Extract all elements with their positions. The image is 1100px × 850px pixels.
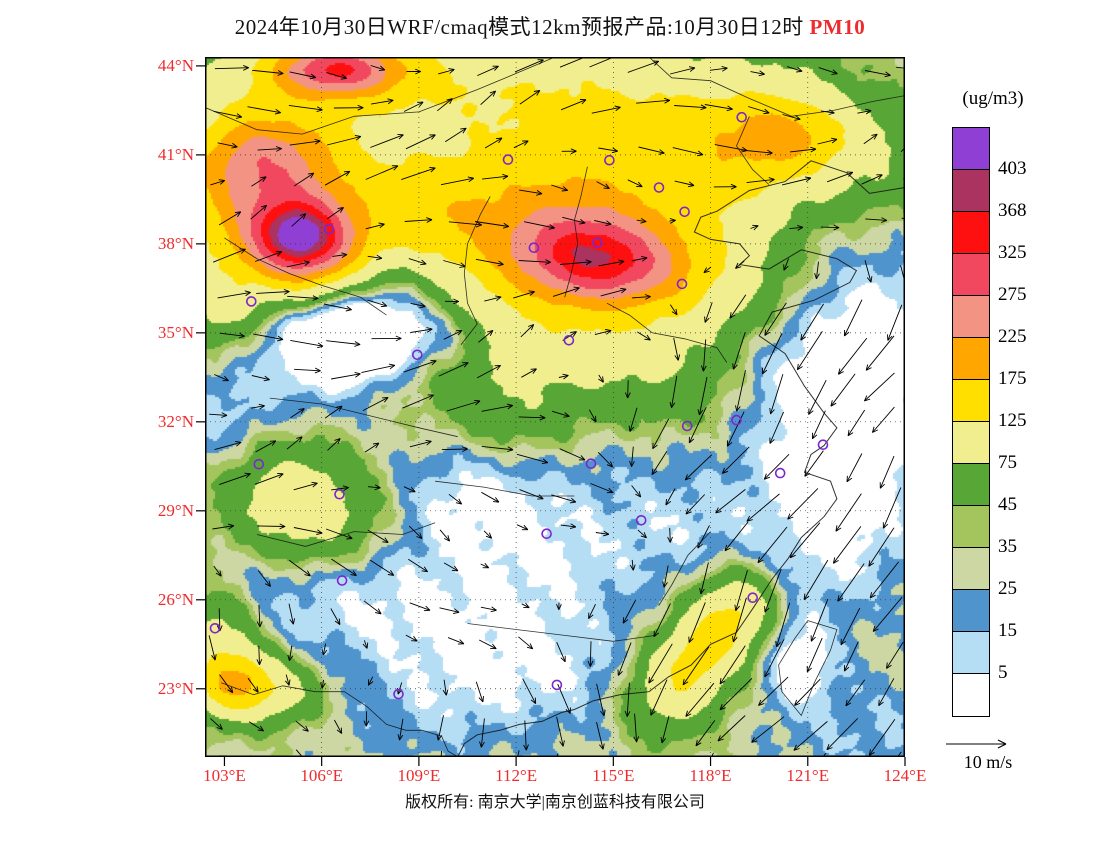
station-marker (747, 592, 759, 604)
colorbar-tick-label: 325 (998, 242, 1027, 263)
colorbar-cell (953, 296, 989, 338)
lat-tick-label: 35°N (157, 322, 194, 342)
colorbar-tick-label: 368 (998, 200, 1027, 221)
city-station-markers (209, 111, 829, 700)
taiwan-outline (778, 620, 838, 717)
colorbar-cell (953, 128, 989, 170)
station-marker (731, 414, 742, 426)
station-marker (245, 296, 257, 307)
colorbar-tick-label: 125 (998, 410, 1027, 431)
colorbar-cell (953, 254, 989, 296)
wind-ref-label: 10 m/s (963, 752, 1013, 772)
lon-tick-label: 115°E (592, 766, 635, 785)
colorbar-tick-label: 225 (998, 326, 1027, 347)
colorbar-tick-label: 175 (998, 368, 1027, 389)
station-marker (336, 575, 348, 586)
colorbar-cell (953, 506, 989, 548)
station-marker (528, 242, 540, 253)
station-marker (334, 488, 345, 500)
station-marker (679, 206, 690, 218)
coastline (457, 160, 905, 757)
station-marker (209, 622, 221, 634)
station-marker (412, 349, 423, 361)
station-marker (817, 439, 829, 451)
station-marker (635, 514, 647, 526)
colorbar-cell (953, 422, 989, 464)
station-marker (502, 154, 514, 165)
colorbar (952, 127, 990, 717)
station-marker (393, 688, 404, 700)
lon-tick-label: 109°E (397, 766, 441, 785)
province-borders (205, 57, 905, 757)
station-marker (681, 420, 693, 432)
station-marker (541, 528, 552, 540)
station-marker (604, 154, 615, 166)
colorbar-tick-label: 45 (998, 494, 1017, 515)
lon-tick-label: 106°E (300, 766, 343, 785)
lon-tick-label: 112°E (495, 766, 538, 785)
colorbar-tick-label: 25 (998, 578, 1017, 599)
colorbar-cell (953, 632, 989, 674)
station-marker (323, 224, 335, 235)
lon-tick-label: 103°E (203, 766, 246, 785)
lat-tick-label: 44°N (157, 55, 194, 75)
station-marker (585, 458, 597, 470)
colorbar-cell (953, 380, 989, 422)
latlon-gridlines (205, 57, 905, 757)
colorbar-cell (953, 338, 989, 380)
lat-tick-label: 38°N (157, 233, 194, 253)
station-marker (551, 679, 563, 691)
colorbar-tick-label: 275 (998, 284, 1027, 305)
colorbar-tick-label: 75 (998, 452, 1017, 473)
lat-tick-label: 23°N (157, 678, 194, 698)
station-marker (774, 467, 786, 479)
colorbar-tick-label: 15 (998, 620, 1017, 641)
lon-tick-label: 124°E (883, 766, 927, 785)
station-marker (736, 111, 748, 123)
colorbar-cell (953, 548, 989, 590)
lon-tick-label: 121°E (786, 766, 830, 785)
footer-credit: 版权所有: 南京大学|南京创蓝科技有限公司 (405, 794, 705, 811)
wind-ref-arrow (946, 739, 1007, 749)
lat-tick-label: 32°N (157, 411, 194, 431)
colorbar-tick-label: 35 (998, 536, 1017, 557)
station-marker (592, 237, 603, 248)
colorbar-cell (953, 170, 989, 212)
lat-tick-label: 41°N (157, 144, 194, 164)
title-main-text: 2024年10月30日WRF/cmaq模式12km预报产品:10月30日12时 (234, 15, 804, 39)
colorbar-cell (953, 674, 989, 716)
colorbar-cell (953, 464, 989, 506)
lat-tick-label: 29°N (157, 500, 194, 520)
pollutant-label: PM10 (803, 15, 866, 39)
map-frame (205, 57, 905, 757)
station-marker (253, 458, 265, 470)
colorbar-cell (953, 590, 989, 632)
colorbar-cell (953, 212, 989, 254)
station-marker (563, 334, 575, 346)
map-area (205, 57, 905, 757)
map-overlay-svg (205, 57, 905, 757)
colorbar-unit-label: (ug/m3) (962, 88, 1024, 109)
wind-vector-layer (208, 57, 905, 757)
page-title: 2024年10月30日WRF/cmaq模式12km预报产品:10月30日12时 … (0, 11, 1100, 41)
colorbar-tick-label: 5 (998, 662, 1008, 683)
lon-tick-label: 118°E (689, 766, 732, 785)
lat-tick-label: 26°N (157, 589, 194, 609)
station-marker (676, 278, 688, 290)
colorbar-tick-label: 403 (998, 158, 1027, 179)
station-marker (653, 182, 665, 193)
